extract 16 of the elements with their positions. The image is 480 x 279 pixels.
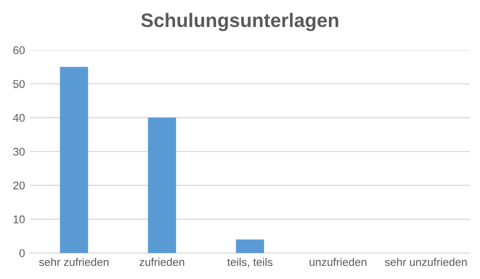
chart-title: Schulungsunterlagen: [141, 12, 338, 32]
bar: [148, 118, 176, 253]
x-tick-label: teils, teils: [227, 258, 272, 268]
y-tick-label: 40: [13, 114, 25, 122]
x-tick-label: unzufrieden: [310, 258, 366, 266]
x-tick-label: sehr zufrieden: [39, 258, 108, 266]
bar: [60, 66, 88, 253]
y-tick-label: 60: [13, 46, 25, 54]
y-tick-label: 0: [19, 249, 25, 258]
y-tick-label: 30: [13, 148, 25, 156]
x-tick-label: zufrieden: [140, 258, 184, 266]
x-tick-label: sehr unzufrieden: [384, 258, 467, 266]
bar: [236, 239, 264, 253]
y-tick-label: 50: [13, 80, 25, 88]
y-tick-label: 20: [13, 182, 25, 190]
y-tick-label: 10: [14, 215, 25, 224]
